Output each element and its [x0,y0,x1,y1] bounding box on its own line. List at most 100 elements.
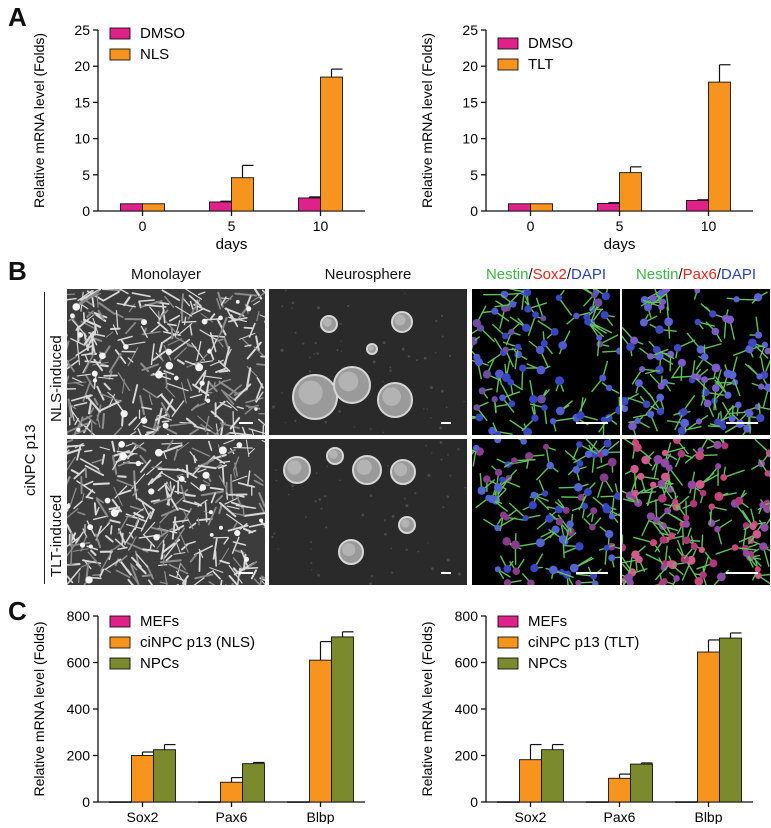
y-axis-label: Relative mRNA level (Folds) [419,621,435,796]
nucleus [599,374,607,382]
neurosphere-core [298,380,323,405]
nucleus [658,494,667,503]
debris [439,440,443,444]
cell-process [162,554,166,566]
cell-process [67,568,81,585]
nucleus [555,406,565,416]
cell-process [197,415,213,430]
cell-process [67,355,78,364]
cell-process [221,464,225,485]
bright-cell [234,529,241,537]
micrograph-if-sox2-nls [472,289,620,435]
cell-process [164,386,176,398]
cell-process [168,563,189,575]
nucleus [680,555,690,564]
cell-process [255,391,264,403]
nucleus [535,345,545,355]
legend-label-npcs: NPCs [140,655,179,672]
cell-process [157,468,181,471]
nucleus [652,345,661,354]
cell-process [87,551,102,567]
debris [369,428,372,430]
nucleus [487,495,496,504]
stain-slash: / [716,266,722,283]
nucleus [494,566,501,573]
cell-process [134,519,140,531]
nucleus [614,492,620,501]
debris [427,542,429,544]
cell-process [108,393,116,407]
bright-cell [153,534,160,541]
cell-process [111,455,118,475]
cell-process [202,479,211,485]
cell-process [215,423,219,435]
cell-process [207,381,218,393]
cell-process [205,380,225,393]
nucleus [555,518,564,526]
cell-process [135,563,147,575]
cell-process [92,482,110,486]
nucleus [759,501,766,509]
cell-process [166,491,179,511]
bar-dmso-5 [209,201,232,212]
cell-process [114,485,128,499]
y-tick-label: 0 [82,203,90,219]
bright-cell [165,348,173,355]
nucleus [590,507,598,515]
cell-process [127,347,139,367]
nucleus [760,523,769,532]
cell-process [109,519,121,524]
nucleus [624,573,633,582]
y-tick-label: 800 [455,608,479,624]
debris [440,314,444,317]
cell-process [244,344,252,347]
debris [457,572,461,576]
cell-process [138,300,142,309]
nucleus [735,401,742,409]
bright-cell [88,544,93,549]
cell-process [234,292,258,297]
cell-process [77,572,81,584]
nestin-process [558,297,572,316]
cell-process [181,382,187,404]
bright-cell [104,497,111,504]
legend-swatch-mefs [497,615,519,628]
nucleus [599,473,609,483]
cell-process [100,364,109,368]
cell-process [176,468,193,476]
nucleus [661,578,668,585]
nucleus [540,339,548,348]
nucleus [576,441,583,448]
cell-process [235,494,245,498]
bright-cell [79,542,86,548]
bar-tlt-0 [530,203,553,212]
cell-process [253,479,264,486]
cell-process [161,420,170,423]
y-tick-label: 25 [462,22,478,38]
y-tick-label: 10 [74,131,90,147]
cell-process [176,473,184,477]
cell-process [224,432,231,435]
cell-process [233,468,236,479]
cell-process [261,575,265,579]
debris [447,453,449,456]
cell-process [190,403,200,412]
nucleus [699,489,707,497]
cell-process [261,289,265,294]
legend-swatch-npcs [109,657,131,670]
nucleus [605,384,613,392]
cell-process [245,367,252,391]
debris [426,408,428,411]
nucleus [745,345,754,354]
nucleus [659,298,667,305]
debris [291,307,293,309]
nucleus [520,439,528,445]
bright-cell [87,524,94,531]
bright-cell [199,380,205,386]
debris [304,516,307,519]
cell-process [260,355,265,358]
nucleus [488,426,497,435]
cell-process [70,469,81,476]
cell-process [263,526,265,529]
nestin-process [671,375,695,379]
